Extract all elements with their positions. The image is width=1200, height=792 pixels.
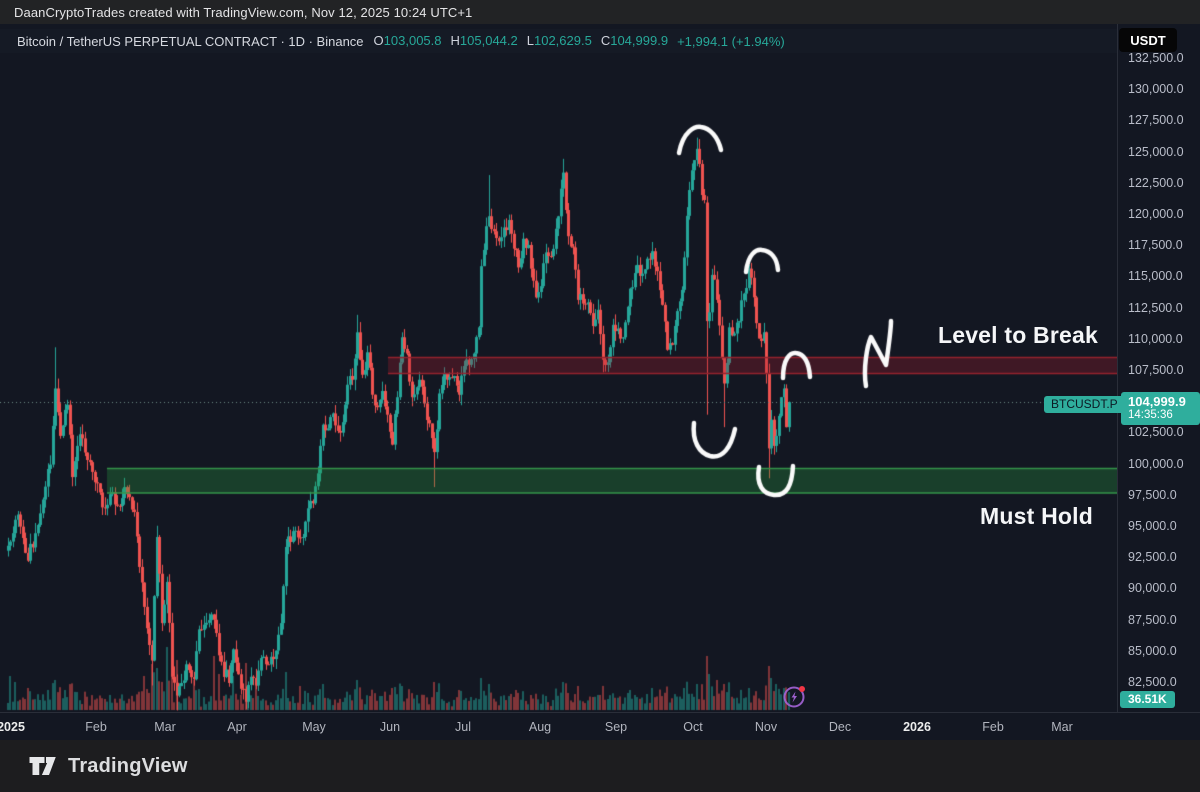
annotation-level-to-break[interactable]: Level to Break — [937, 322, 1098, 348]
price-tick-label: 130,000.0 — [1128, 82, 1184, 97]
current-price-value: 104,999.9 — [1128, 394, 1186, 409]
ohlc-item: O103,005.8 — [373, 33, 442, 48]
tradingview-logo-icon[interactable] — [28, 754, 58, 778]
ohlc-values: O103,005.8 H105,044.2 L102,629.5 C104,999.9 — [374, 32, 678, 50]
price-tick-label: 122,500.0 — [1128, 175, 1184, 190]
time-tick-label: Aug — [528, 720, 552, 734]
ohlc-item: H105,044.2 — [450, 33, 518, 48]
time-tick-label: Oct — [683, 720, 703, 734]
price-tick-label: 112,500.0 — [1128, 300, 1183, 315]
price-tick-label: 85,000.0 — [1128, 643, 1177, 658]
attribution-text: DaanCryptoTrades created with TradingVie… — [14, 4, 473, 20]
symbol-price-badge: BTCUSDT.P — [1044, 396, 1125, 413]
price-tick-label: 107,500.0 — [1128, 363, 1184, 377]
symbol-info-bar: Bitcoin / TetherUS PERPETUAL CONTRACT · … — [0, 29, 1117, 53]
price-change: +1,994.1 (+1.94%) — [677, 33, 785, 49]
tradingview-wordmark[interactable]: TradingView — [68, 754, 188, 777]
price-tick-label: 125,000.0 — [1128, 144, 1184, 159]
annotation-must-hold[interactable]: Must Hold — [980, 503, 1093, 529]
current-price-label: 104,999.9 14:35:36 — [1121, 392, 1200, 425]
bar-countdown: 14:35:36 — [1128, 409, 1173, 421]
time-tick-label: Mar — [1051, 720, 1073, 734]
price-axis[interactable]: 132,500.0 130,000.0 127,500.0 125,000.0 122,… — [1117, 24, 1200, 712]
symbol-title[interactable]: Bitcoin / TetherUS PERPETUAL CONTRACT · … — [17, 33, 364, 49]
time-tick-label: Jun — [379, 720, 401, 734]
price-tick-label: 102,500.0 — [1128, 425, 1184, 440]
time-tick-label: Mar — [154, 720, 176, 734]
time-tick-label: Feb — [982, 720, 1004, 734]
notification-dot — [799, 686, 805, 692]
price-tick-label: 95,000.0 — [1128, 519, 1177, 533]
price-tick-label: 110,000.0 — [1128, 331, 1183, 346]
price-tick-label: 117,500.0 — [1128, 238, 1183, 253]
price-tick-label: 115,000.0 — [1128, 269, 1183, 284]
price-tick-label: 100,000.0 — [1128, 456, 1184, 471]
price-tick-label: 97,500.0 — [1128, 487, 1177, 502]
time-tick-label: Feb — [85, 720, 107, 734]
time-tick-label: Nov — [754, 720, 778, 734]
time-tick-label: 2025 — [0, 720, 25, 734]
price-tick-label: 127,500.0 — [1128, 113, 1184, 128]
price-tick-label: 92,500.0 — [1128, 550, 1177, 565]
time-tick-label: May — [302, 720, 326, 734]
time-tick-label: Jul — [455, 720, 471, 734]
ohlc-item: C104,999.9 — [600, 33, 669, 48]
price-tick-label: 120,000.0 — [1128, 207, 1184, 221]
ohlc-item: L102,629.5 — [526, 33, 592, 48]
price-tick-label: 87,500.0 — [1128, 612, 1177, 627]
lightning-bolt-icon — [783, 686, 805, 708]
currency-toggle-button[interactable]: USDT — [1119, 28, 1177, 52]
time-tick-label: Dec — [828, 720, 852, 734]
price-tick-label: 82,500.0 — [1128, 675, 1177, 689]
ideas-flash-icon[interactable] — [782, 683, 808, 709]
price-chart-canvas[interactable] — [0, 24, 1117, 712]
time-tick-label: 2026 — [903, 720, 931, 734]
footer-bar: TradingView — [0, 740, 1200, 792]
price-tick-label: 90,000.0 — [1128, 581, 1177, 596]
attribution-bar: DaanCryptoTrades created with TradingVie… — [0, 0, 1200, 24]
time-tick-label: Apr — [227, 720, 247, 734]
volume-label: 36.51K — [1120, 691, 1175, 708]
time-axis[interactable]: 2025 Feb Mar Apr May Jun Jul Aug Sep Oct Nov Dec 202… — [0, 712, 1200, 740]
price-tick-label: 132,500.0 — [1128, 51, 1184, 65]
time-tick-label: Sep — [604, 720, 628, 734]
